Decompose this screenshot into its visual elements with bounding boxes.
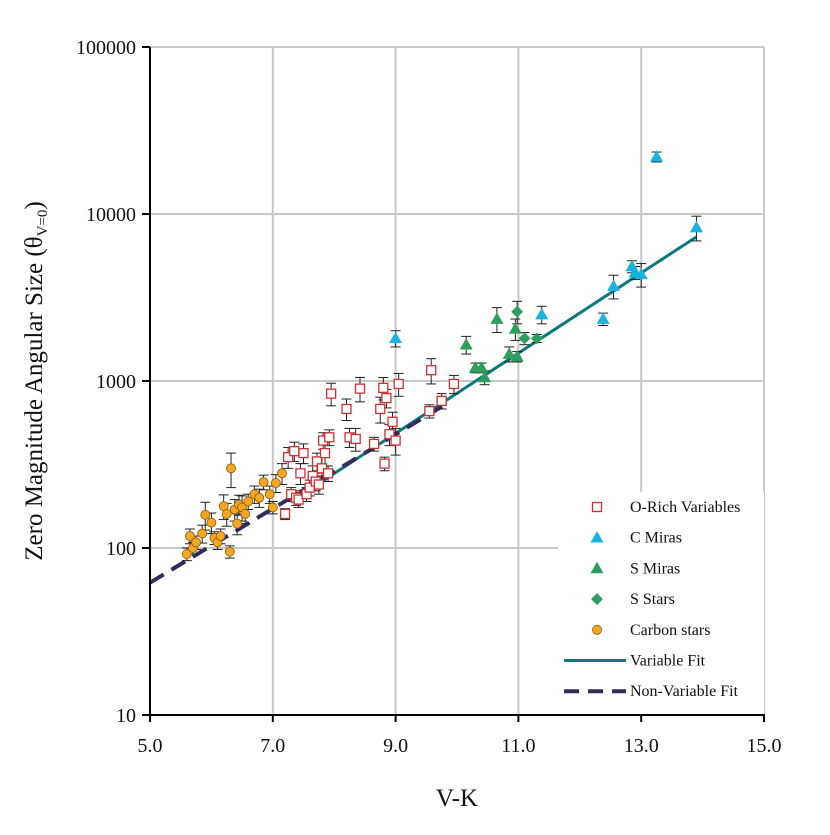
data-point-s-miras	[508, 322, 522, 334]
data-point-o-rich-variables	[322, 468, 334, 479]
data-point-carbon-stars	[264, 489, 275, 500]
y-tick-label: 100	[106, 538, 136, 560]
data-point-o-rich-variables	[354, 383, 366, 394]
x-tick-label: 15.0	[747, 735, 782, 757]
data-point-carbon-stars	[258, 477, 269, 488]
data-point-o-rich-variables	[295, 468, 306, 479]
data-point-o-rich-variables	[375, 403, 386, 415]
data-point-s-miras	[459, 338, 473, 350]
data-point-o-rich-variables	[436, 395, 447, 407]
y-axis-title-subscript: V=0	[35, 210, 51, 237]
data-point-carbon-stars	[221, 509, 232, 519]
legend-symbol	[590, 531, 604, 543]
variable-fit-line	[293, 235, 698, 501]
x-tick-label: 13.0	[624, 735, 659, 757]
data-point-o-rich-variables	[390, 435, 401, 446]
data-point-c-miras	[650, 150, 664, 162]
data-point-o-rich-variables	[350, 433, 361, 445]
data-point-carbon-stars	[270, 478, 281, 488]
data-point-s-stars	[530, 332, 543, 345]
y-axis-title-main: Zero Magnitude Angular Size (θ	[21, 236, 48, 560]
data-point-o-rich-variables	[381, 392, 392, 404]
legend-label: C Miras	[630, 530, 682, 547]
data-point-c-miras	[535, 307, 549, 320]
data-point-carbon-stars	[243, 496, 254, 507]
legend-symbol	[591, 593, 603, 606]
data-point-s-miras	[490, 312, 504, 324]
data-point-carbon-stars	[200, 509, 211, 520]
data-point-s-miras	[510, 349, 524, 362]
legend-symbol	[592, 624, 602, 635]
data-point-o-rich-variables	[448, 378, 460, 390]
data-point-carbon-stars	[215, 531, 226, 541]
data-point-o-rich-variables	[341, 403, 352, 415]
data-point-o-rich-variables	[387, 416, 398, 427]
data-point-c-miras	[607, 279, 621, 291]
data-point-o-rich-variables	[393, 378, 404, 390]
data-point-carbon-stars	[191, 537, 201, 548]
data-point-carbon-stars	[181, 549, 192, 559]
data-point-o-rich-variables	[424, 405, 435, 417]
y-axis-title: Zero Magnitude Angular Size (θV=0)	[21, 201, 51, 561]
data-point-o-rich-variables	[282, 451, 294, 463]
data-point-c-miras	[596, 312, 610, 324]
legend-label: S Miras	[630, 560, 680, 577]
data-point-s-stars	[511, 305, 524, 318]
legend-label: Non-Variable Fit	[630, 683, 739, 700]
data-point-carbon-stars	[254, 492, 265, 503]
data-point-o-rich-variables	[319, 447, 331, 459]
axes-layer: 5.0 7.0 9.0 11.0 13.0 15.0 10 100 1000 10000 10000…	[76, 37, 782, 757]
data-point-carbon-stars	[185, 531, 195, 541]
data-point-carbon-stars	[224, 546, 235, 557]
x-tick-label: 11.0	[501, 735, 535, 757]
data-point-carbon-stars	[197, 528, 208, 539]
data-point-s-miras	[475, 361, 489, 373]
data-point-o-rich-variables	[279, 508, 291, 520]
y-tick-label: 10	[116, 705, 136, 727]
data-point-o-rich-variables	[313, 479, 325, 490]
data-point-o-rich-variables	[384, 429, 395, 440]
data-point-o-rich-variables	[368, 438, 380, 450]
data-point-c-miras	[389, 331, 403, 344]
legend-box	[558, 492, 764, 714]
data-point-o-rich-variables	[293, 494, 304, 505]
data-point-o-rich-variables	[289, 446, 300, 457]
x-tick-label: 9.0	[383, 735, 408, 757]
data-point-s-miras	[502, 347, 516, 359]
y-axis-title-close: )	[21, 201, 48, 209]
data-point-carbon-stars	[267, 502, 278, 513]
legend-label: S Stars	[630, 591, 675, 608]
data-points-layer	[181, 150, 703, 559]
data-point-c-miras	[689, 220, 703, 233]
x-axis-title: V-K	[436, 785, 478, 812]
data-point-carbon-stars	[240, 509, 251, 519]
data-point-carbon-stars	[232, 518, 243, 529]
data-point-s-stars	[518, 332, 531, 345]
data-point-o-rich-variables	[325, 388, 337, 399]
legend-symbol	[590, 561, 604, 574]
data-point-carbon-stars	[277, 468, 287, 479]
x-tick-label: 5.0	[138, 735, 163, 757]
data-point-s-miras	[478, 370, 492, 383]
legend-label: O-Rich Variables	[630, 499, 740, 516]
data-point-o-rich-variables	[379, 458, 390, 469]
data-point-o-rich-variables	[426, 365, 437, 376]
data-point-o-rich-variables	[298, 447, 309, 459]
legend: O-Rich Variables C Miras S Miras S Stars Car…	[558, 492, 764, 714]
x-tick-label: 7.0	[260, 735, 285, 757]
y-tick-label: 1000	[96, 371, 136, 393]
data-point-carbon-stars	[226, 463, 236, 474]
data-point-o-rich-variables	[324, 432, 335, 443]
grid-layer	[150, 46, 765, 715]
y-tick-label: 100000	[76, 37, 136, 59]
data-point-carbon-stars	[206, 517, 217, 528]
legend-label: Variable Fit	[630, 653, 706, 670]
legend-symbol	[591, 501, 603, 513]
data-point-c-miras	[634, 267, 648, 280]
legend-label: Carbon stars	[630, 622, 710, 639]
y-tick-label: 10000	[86, 204, 136, 226]
data-point-o-rich-variables	[378, 382, 389, 393]
